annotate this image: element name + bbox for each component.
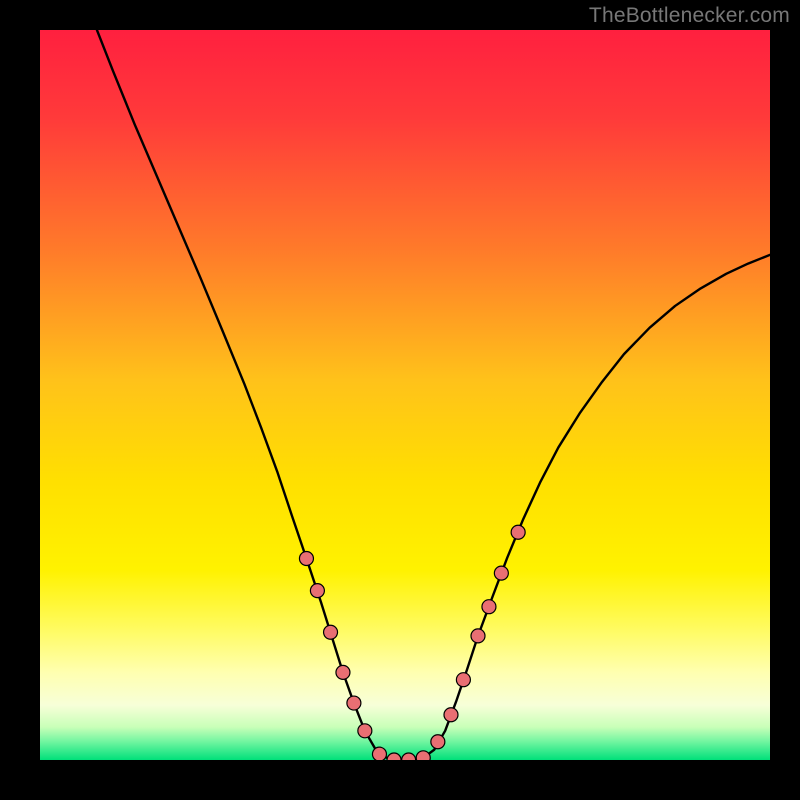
marker-dot [494, 566, 508, 580]
marker-dot [444, 708, 458, 722]
gradient-background [40, 30, 770, 760]
marker-dot [431, 735, 445, 749]
marker-dot [310, 584, 324, 598]
plot-svg [40, 30, 770, 760]
marker-dot [324, 625, 338, 639]
marker-dot [456, 673, 470, 687]
plot-area [40, 30, 770, 760]
marker-dot [471, 629, 485, 643]
marker-dot [482, 600, 496, 614]
marker-dot [511, 525, 525, 539]
marker-dot [372, 747, 386, 760]
watermark-text: TheBottlenecker.com [589, 4, 790, 28]
marker-dot [358, 724, 372, 738]
marker-dot [416, 751, 430, 760]
marker-dot [336, 665, 350, 679]
chart-stage: TheBottlenecker.com [0, 0, 800, 800]
marker-dot [299, 552, 313, 566]
marker-dot [347, 696, 361, 710]
